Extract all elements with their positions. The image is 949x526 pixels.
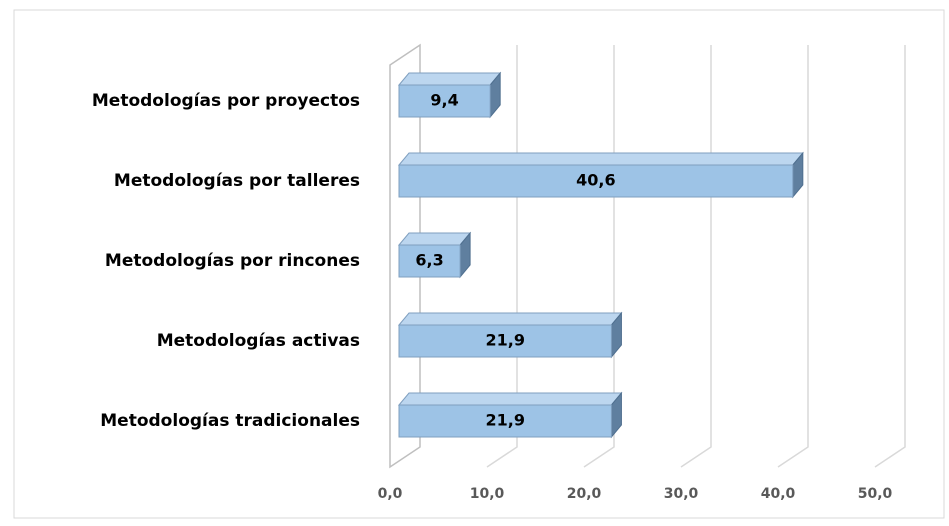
category-label: Metodologías activas [157,331,360,351]
bar [398,164,794,198]
bar-top [397,312,623,326]
x-tick-label: 40,0 [761,486,796,502]
bar-top [397,72,502,86]
grid-line [777,45,809,468]
bar [398,324,612,358]
bar [398,404,612,438]
x-tick-label: 20,0 [567,486,602,502]
x-tick-label: 10,0 [470,486,505,502]
value-label: 21,9 [485,411,524,430]
bar-top [397,152,804,166]
grid-line [874,45,906,468]
bar-top [397,392,623,406]
bar [398,84,491,118]
bar-top [397,232,472,246]
value-label: 21,9 [485,331,524,350]
category-label: Metodologías por rincones [105,251,360,271]
x-tick-label: 30,0 [664,486,699,502]
category-label: Metodologías por proyectos [92,91,360,111]
x-tick-label: 0,0 [378,486,403,502]
value-label: 40,6 [576,171,615,190]
category-label: Metodologías tradicionales [100,411,360,431]
value-label: 9,4 [430,91,458,110]
x-tick-label: 50,0 [858,486,893,502]
category-label: Metodologías por talleres [114,171,360,191]
bar [398,244,461,278]
value-label: 6,3 [415,251,443,270]
